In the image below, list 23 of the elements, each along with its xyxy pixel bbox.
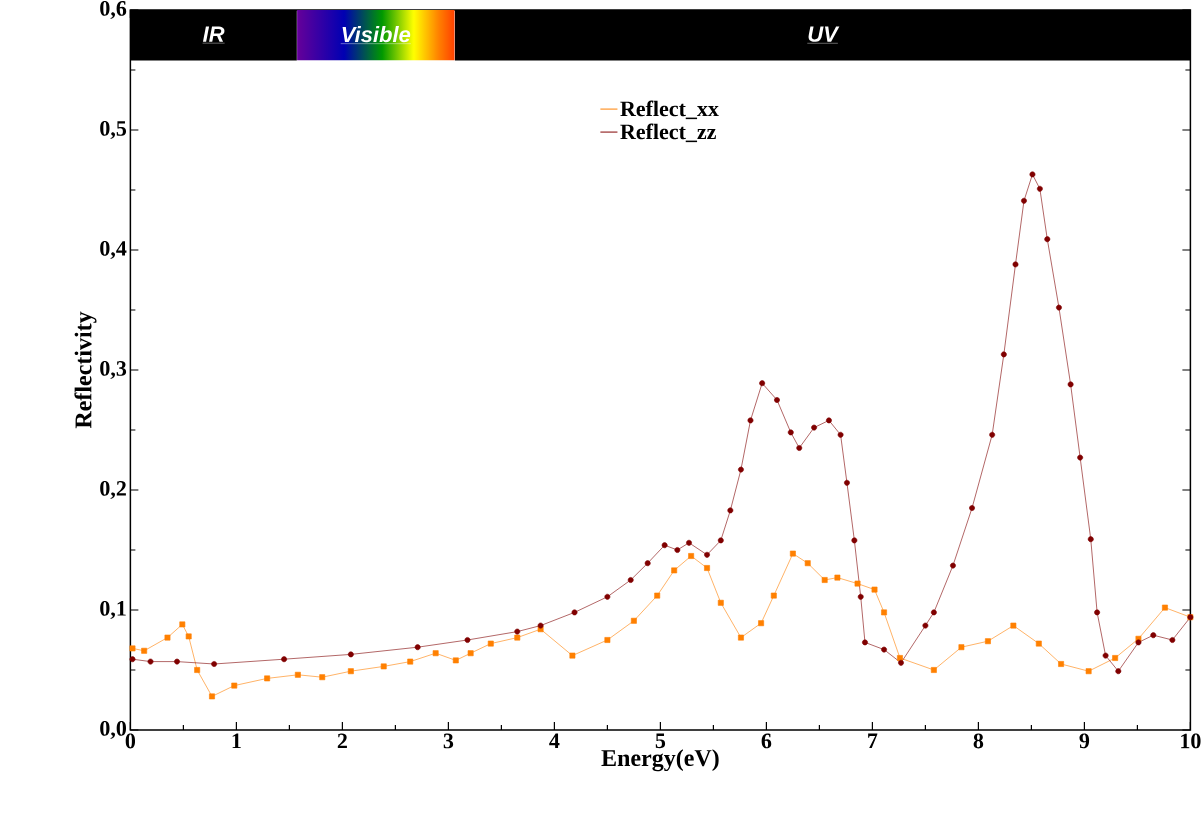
x-tick-label: 7 (868, 733, 878, 748)
x-tick-label: 0 (125, 733, 136, 749)
x-tick-label: 5 (655, 733, 666, 749)
x-tick-label: 1 (232, 733, 241, 749)
band-label: UV (808, 26, 840, 42)
legend-label: Reflect_zz (620, 123, 716, 143)
x-tick-label: 3 (443, 733, 454, 749)
y-tick-label: 0,3 (100, 360, 127, 380)
x-tick-label: 2 (337, 733, 347, 749)
y-axis-title: Reflectivity (74, 311, 97, 429)
y-tick-label: 0,2 (100, 480, 126, 500)
y-tick-label: 0,4 (100, 240, 127, 260)
x-tick-label: 4 (549, 733, 560, 749)
x-tick-label: 9 (1079, 733, 1090, 749)
y-tick-label: 0,6 (100, 0, 127, 20)
legend-label: Reflect_xx (620, 100, 719, 120)
x-tick-label: 6 (761, 733, 772, 749)
x-tick-label: 8 (973, 733, 984, 749)
x-axis-title: Energy(eV) (601, 749, 719, 772)
y-tick-label: 0,5 (100, 120, 127, 140)
x-tick-label: 10 (1181, 733, 1201, 749)
band-label: IR (202, 26, 225, 42)
y-tick-label: 0,1 (100, 600, 126, 620)
